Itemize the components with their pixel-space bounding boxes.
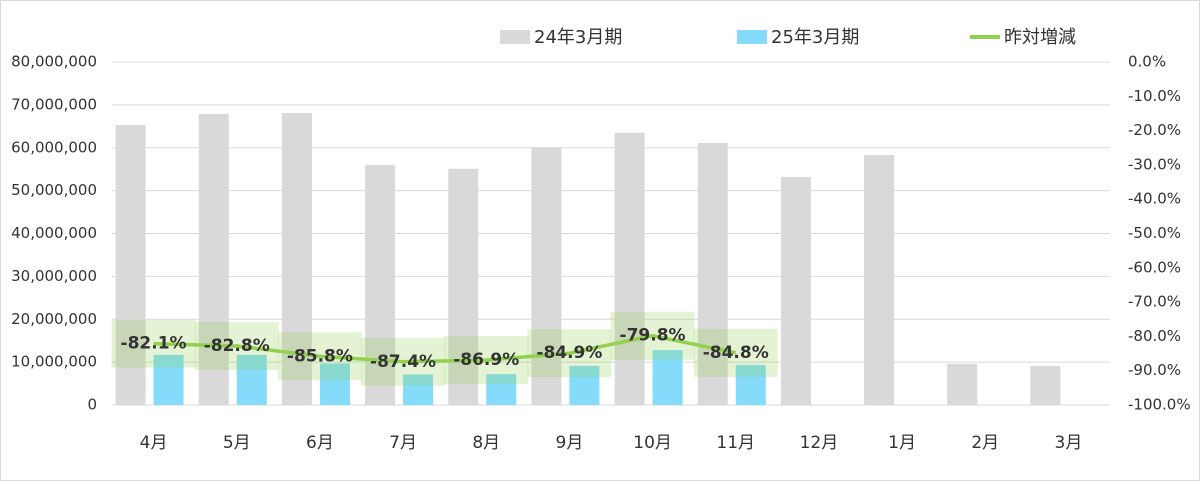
x-tick-label: 8月 bbox=[472, 433, 500, 453]
y2-tick-label: 0.0% bbox=[1128, 53, 1166, 71]
bar bbox=[614, 132, 645, 405]
y2-tick-label: -80.0% bbox=[1128, 327, 1181, 345]
x-tick-label: 3月 bbox=[1055, 433, 1083, 453]
bar bbox=[115, 125, 146, 406]
y2-tick-label: -30.0% bbox=[1128, 155, 1181, 173]
bar bbox=[486, 374, 517, 405]
data-label: -87.4% bbox=[370, 352, 436, 372]
data-label-box bbox=[527, 329, 612, 378]
data-label-box bbox=[444, 336, 529, 385]
x-tick-label: 10月 bbox=[633, 433, 672, 453]
y-tick-label: 30,000,000 bbox=[11, 267, 97, 285]
y2-tick-label: -60.0% bbox=[1128, 258, 1181, 276]
y-tick-label: 0 bbox=[87, 396, 97, 414]
legend-swatch bbox=[737, 30, 767, 44]
y-tick-label: 10,000,000 bbox=[11, 353, 97, 371]
bar bbox=[448, 168, 479, 405]
y2-tick-label: -20.0% bbox=[1128, 121, 1181, 139]
bar bbox=[652, 350, 683, 405]
data-label-box bbox=[277, 332, 362, 381]
y2-tick-label: -90.0% bbox=[1128, 361, 1181, 379]
legend-label: 25年3月期 bbox=[771, 27, 859, 48]
data-label-box bbox=[111, 319, 196, 368]
x-tick-label: 12月 bbox=[800, 433, 839, 453]
legend-swatch bbox=[500, 30, 530, 44]
bar bbox=[319, 363, 350, 405]
bar bbox=[236, 354, 267, 405]
y-tick-label: 70,000,000 bbox=[11, 95, 97, 113]
bar bbox=[735, 365, 766, 405]
bar bbox=[947, 363, 978, 405]
x-tick-label: 1月 bbox=[888, 433, 916, 453]
data-label: -82.8% bbox=[204, 336, 270, 356]
y-tick-label: 40,000,000 bbox=[11, 224, 97, 242]
bar bbox=[531, 147, 562, 405]
bar bbox=[153, 354, 184, 405]
line bbox=[153, 333, 737, 364]
y2-tick-label: -10.0% bbox=[1128, 87, 1181, 105]
legend-label: 昨対増減 bbox=[1004, 27, 1076, 48]
data-label: -84.8% bbox=[703, 343, 769, 363]
x-tick-label: 6月 bbox=[306, 433, 334, 453]
y2-tick-label: -100.0% bbox=[1128, 396, 1191, 414]
x-tick-label: 2月 bbox=[971, 433, 999, 453]
data-label-box bbox=[610, 311, 695, 360]
bar bbox=[198, 113, 229, 405]
legend-label: 24年3月期 bbox=[534, 27, 622, 48]
x-tick-label: 11月 bbox=[716, 433, 755, 453]
bar bbox=[697, 143, 728, 405]
y2-tick-label: -70.0% bbox=[1128, 293, 1181, 311]
x-tick-label: 4月 bbox=[140, 433, 168, 453]
x-tick-label: 5月 bbox=[223, 433, 251, 453]
data-label-box bbox=[194, 322, 279, 371]
bar bbox=[780, 176, 811, 405]
data-label: -82.1% bbox=[121, 334, 187, 354]
x-tick-label: 9月 bbox=[556, 433, 584, 453]
x-tick-label: 7月 bbox=[389, 433, 417, 453]
data-label: -79.8% bbox=[620, 326, 686, 346]
bar bbox=[569, 365, 600, 405]
data-label-box bbox=[693, 328, 778, 377]
y-tick-label: 50,000,000 bbox=[11, 181, 97, 199]
data-label: -85.8% bbox=[287, 346, 353, 366]
y-tick-label: 20,000,000 bbox=[11, 310, 97, 328]
y2-tick-label: -50.0% bbox=[1128, 224, 1181, 242]
data-label-box bbox=[361, 337, 446, 386]
bar bbox=[365, 164, 396, 405]
y-tick-label: 80,000,000 bbox=[11, 53, 97, 71]
bar bbox=[403, 374, 434, 405]
y-tick-label: 60,000,000 bbox=[11, 138, 97, 156]
y2-tick-label: -40.0% bbox=[1128, 190, 1181, 208]
bar bbox=[864, 155, 895, 405]
data-label: -86.9% bbox=[453, 350, 519, 370]
bar bbox=[1030, 365, 1061, 405]
data-label: -84.9% bbox=[536, 343, 602, 363]
